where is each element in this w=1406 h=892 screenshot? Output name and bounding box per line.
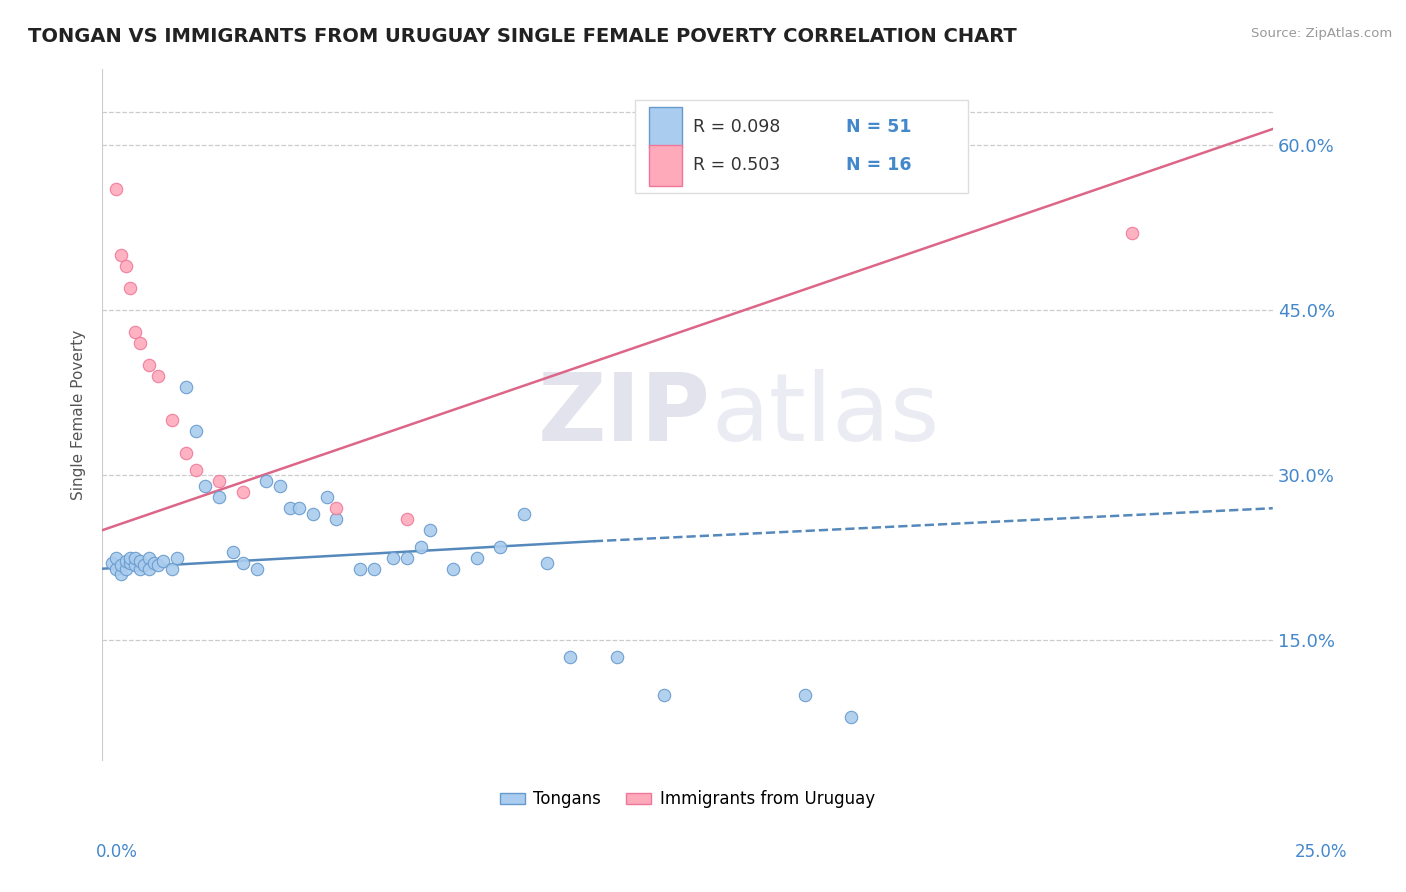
Point xyxy=(148,369,170,384)
Point xyxy=(162,413,184,427)
Point xyxy=(841,710,863,724)
Point xyxy=(465,550,488,565)
Point xyxy=(120,556,142,570)
Point xyxy=(208,490,231,504)
Point xyxy=(184,425,207,439)
Point xyxy=(560,649,582,664)
Text: ZIP: ZIP xyxy=(538,368,711,461)
Point xyxy=(254,474,277,488)
Point xyxy=(194,479,217,493)
Point xyxy=(419,523,441,537)
Point xyxy=(208,474,231,488)
Point xyxy=(288,501,311,516)
Point xyxy=(134,558,156,573)
Point xyxy=(489,540,512,554)
Text: atlas: atlas xyxy=(711,368,939,461)
Point xyxy=(302,507,325,521)
Point xyxy=(232,484,254,499)
Point xyxy=(162,562,184,576)
Point xyxy=(278,501,301,516)
Point xyxy=(316,490,339,504)
Point xyxy=(184,463,207,477)
Point xyxy=(114,562,136,576)
Bar xyxy=(648,145,682,186)
Point xyxy=(349,562,371,576)
Text: N = 16: N = 16 xyxy=(845,156,911,175)
Text: N = 51: N = 51 xyxy=(845,119,911,136)
Point xyxy=(105,562,128,576)
Point xyxy=(325,501,347,516)
Point xyxy=(363,562,385,576)
Point xyxy=(152,554,174,568)
Point xyxy=(176,380,198,394)
Text: R = 0.098: R = 0.098 xyxy=(693,119,780,136)
Text: 25.0%: 25.0% xyxy=(1295,843,1347,861)
Bar xyxy=(648,107,682,148)
Text: TONGAN VS IMMIGRANTS FROM URUGUAY SINGLE FEMALE POVERTY CORRELATION CHART: TONGAN VS IMMIGRANTS FROM URUGUAY SINGLE… xyxy=(28,27,1017,45)
Y-axis label: Single Female Poverty: Single Female Poverty xyxy=(72,330,86,500)
Point xyxy=(246,562,269,576)
Point xyxy=(128,562,150,576)
Point xyxy=(128,554,150,568)
Point xyxy=(222,545,245,559)
Point xyxy=(269,479,291,493)
Point xyxy=(120,550,142,565)
Point xyxy=(325,512,347,526)
Bar xyxy=(636,100,969,194)
Point xyxy=(110,558,132,573)
Point xyxy=(110,567,132,582)
Point xyxy=(148,558,170,573)
Point xyxy=(512,507,534,521)
Point xyxy=(395,550,418,565)
Point xyxy=(793,688,815,702)
Text: R = 0.503: R = 0.503 xyxy=(693,156,780,175)
Point xyxy=(110,248,132,262)
Point xyxy=(381,550,404,565)
Point xyxy=(142,556,165,570)
Point xyxy=(124,558,146,573)
Point xyxy=(124,550,146,565)
Legend: Tongans, Immigrants from Uruguay: Tongans, Immigrants from Uruguay xyxy=(494,784,882,815)
Point xyxy=(166,550,188,565)
Point xyxy=(128,336,150,351)
Text: Source: ZipAtlas.com: Source: ZipAtlas.com xyxy=(1251,27,1392,40)
Point xyxy=(176,446,198,460)
Point xyxy=(114,554,136,568)
Point xyxy=(395,512,418,526)
Point xyxy=(409,540,432,554)
Point xyxy=(536,556,558,570)
Point xyxy=(124,326,146,340)
Point xyxy=(100,556,122,570)
Point xyxy=(105,550,128,565)
Point xyxy=(138,550,160,565)
Point xyxy=(232,556,254,570)
Text: 0.0%: 0.0% xyxy=(96,843,138,861)
Point xyxy=(138,562,160,576)
Point xyxy=(114,260,136,274)
Point xyxy=(138,359,160,373)
Point xyxy=(606,649,628,664)
Point xyxy=(120,281,142,295)
Point xyxy=(105,182,128,196)
Point xyxy=(441,562,464,576)
Point xyxy=(1121,227,1143,241)
Point xyxy=(652,688,675,702)
